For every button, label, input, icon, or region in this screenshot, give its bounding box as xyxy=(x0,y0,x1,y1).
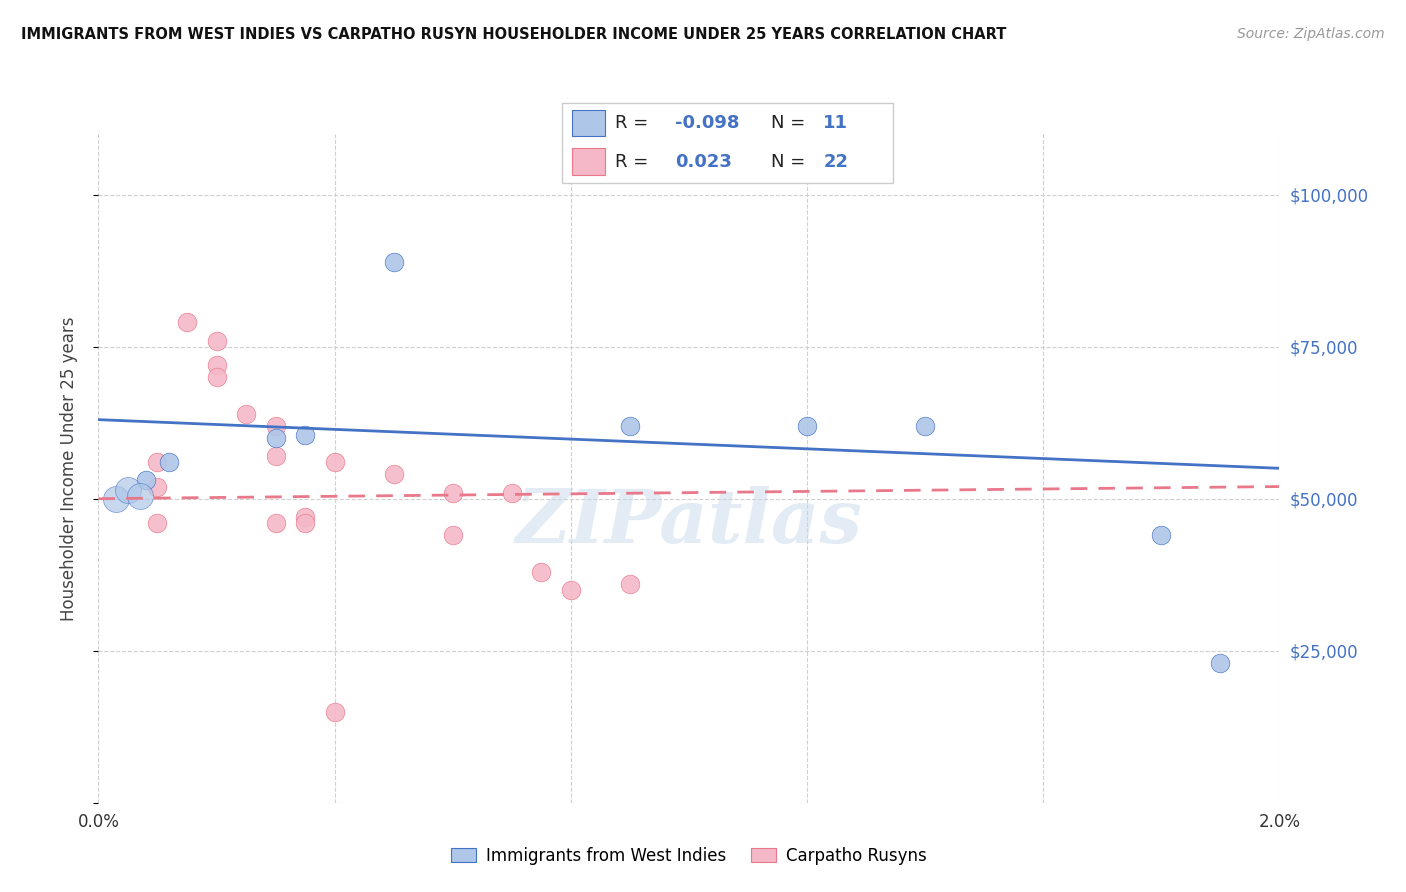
Point xyxy=(530,565,553,579)
Point xyxy=(117,483,139,497)
Point xyxy=(105,491,128,506)
Point xyxy=(205,358,228,372)
Y-axis label: Householder Income Under 25 years: Householder Income Under 25 years xyxy=(59,316,77,621)
Point xyxy=(914,418,936,433)
FancyBboxPatch shape xyxy=(572,110,606,136)
Text: N =: N = xyxy=(770,114,810,132)
FancyBboxPatch shape xyxy=(572,148,606,175)
Text: R =: R = xyxy=(616,153,659,170)
Point xyxy=(560,582,582,597)
Text: 0.023: 0.023 xyxy=(675,153,731,170)
Point xyxy=(382,254,405,268)
Point xyxy=(264,516,287,530)
Text: 11: 11 xyxy=(824,114,848,132)
Point xyxy=(294,510,316,524)
Point xyxy=(294,428,316,442)
Point xyxy=(135,474,157,488)
Text: ZIPatlas: ZIPatlas xyxy=(516,485,862,558)
Point xyxy=(1209,656,1232,670)
Point xyxy=(146,516,169,530)
Text: -0.098: -0.098 xyxy=(675,114,740,132)
Legend: Immigrants from West Indies, Carpatho Rusyns: Immigrants from West Indies, Carpatho Ru… xyxy=(444,840,934,871)
Point xyxy=(264,449,287,463)
Point xyxy=(619,577,641,591)
Point xyxy=(205,370,228,384)
Point xyxy=(264,431,287,445)
Point xyxy=(294,516,316,530)
Point xyxy=(323,705,346,719)
Point xyxy=(1150,528,1173,542)
FancyBboxPatch shape xyxy=(562,103,893,183)
Point xyxy=(128,489,150,503)
Point xyxy=(176,315,198,329)
Point xyxy=(796,418,818,433)
Point xyxy=(205,334,228,348)
Point xyxy=(619,418,641,433)
Point xyxy=(382,467,405,482)
Point xyxy=(146,479,169,493)
Point xyxy=(264,418,287,433)
Point xyxy=(441,528,464,542)
Text: N =: N = xyxy=(770,153,810,170)
Text: Source: ZipAtlas.com: Source: ZipAtlas.com xyxy=(1237,27,1385,41)
Point xyxy=(501,485,523,500)
Text: R =: R = xyxy=(616,114,654,132)
Point xyxy=(146,455,169,469)
Text: IMMIGRANTS FROM WEST INDIES VS CARPATHO RUSYN HOUSEHOLDER INCOME UNDER 25 YEARS : IMMIGRANTS FROM WEST INDIES VS CARPATHO … xyxy=(21,27,1007,42)
Point xyxy=(441,485,464,500)
Point xyxy=(157,455,180,469)
Point xyxy=(235,407,257,421)
Text: 22: 22 xyxy=(824,153,848,170)
Point xyxy=(323,455,346,469)
